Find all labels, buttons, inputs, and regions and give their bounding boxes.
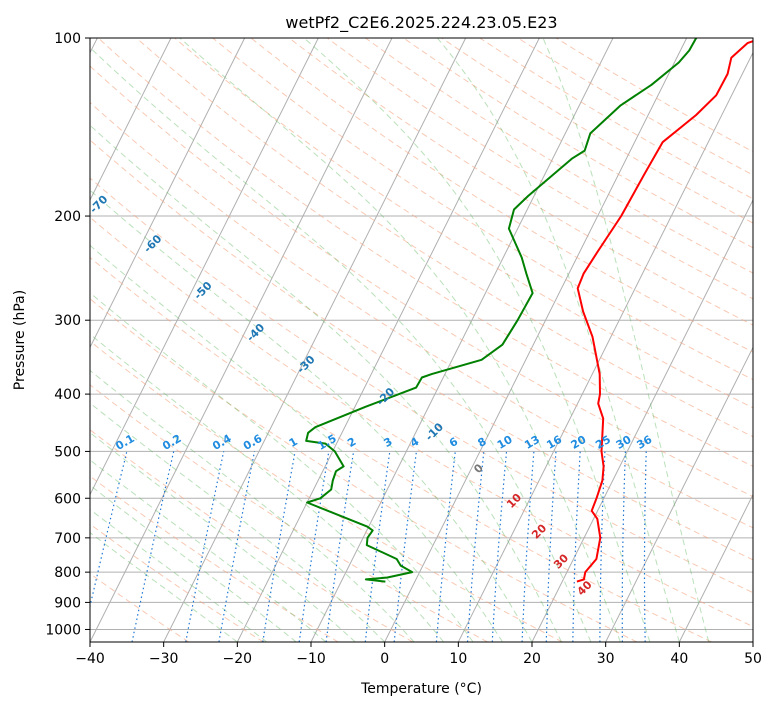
- x-tick-label: −20: [223, 651, 253, 667]
- mixing-ratio-line: [466, 451, 485, 642]
- isotherm-line: [90, 38, 172, 202]
- moist-adiabat-line: [90, 402, 386, 642]
- moist-adiabat-line: [90, 369, 415, 642]
- dry-adiabat-line: [90, 475, 339, 642]
- mixing-ratio-line: [521, 451, 535, 642]
- moist-adiabat-line: [90, 46, 592, 642]
- moist-adiabat-line: [90, 531, 238, 642]
- moist-adiabat-line: [90, 484, 297, 642]
- moist-adiabat-line: [90, 432, 356, 642]
- y-tick-label: 800: [54, 565, 81, 581]
- isotherm-line: [752, 640, 753, 642]
- isotherm-line: [457, 51, 753, 642]
- plot-lines: [90, 38, 753, 642]
- x-axis: −40 −30 −20 −10 0 10 20 30 40 50: [75, 642, 762, 667]
- y-tick-label: 400: [54, 387, 81, 403]
- dry-adiabat-line: [90, 572, 190, 642]
- x-tick-label: −10: [296, 651, 326, 667]
- y-tick-label: 700: [54, 531, 81, 547]
- moist-adiabat-line: [90, 124, 562, 642]
- isotherm-line: [90, 38, 319, 496]
- mixing-ratio-line: [643, 451, 647, 642]
- isotherm-line: [531, 198, 753, 642]
- dry-adiabat-line: [90, 340, 563, 642]
- dry-adiabat-line: [90, 139, 753, 561]
- mixing-ratio-line: [545, 451, 557, 642]
- moist-adiabat-line: [90, 459, 327, 642]
- dry-adiabat-line: [97, 38, 753, 467]
- y-axis: 100 200 300 400 500 600 700 800 900 1000: [45, 31, 90, 638]
- temperature-profile-line: [576, 40, 753, 583]
- mixing-ratio-line: [599, 451, 606, 642]
- x-tick-label: −30: [149, 651, 179, 667]
- isotherm-line: [605, 346, 753, 642]
- moist-adiabat-line: [90, 189, 533, 642]
- mixing-ratio-line: [262, 451, 296, 642]
- dry-adiabat-line: [90, 384, 488, 642]
- y-tick-label: 500: [54, 444, 81, 460]
- y-tick-label: 300: [54, 313, 81, 329]
- dry-adiabat-line: [90, 101, 753, 529]
- x-axis-label: Temperature (°C): [360, 681, 482, 697]
- dry-adiabat-line: [90, 429, 414, 642]
- mixing-ratio-line: [621, 451, 626, 642]
- x-tick-label: 30: [597, 651, 615, 667]
- dry-adiabat-line: [90, 65, 753, 498]
- chart-title: wetPf2_C2E6.2025.224.23.05.E23: [285, 13, 557, 33]
- isotherm-line: [90, 38, 246, 349]
- mixing-ratio-line: [325, 451, 355, 642]
- moist-adiabat-line: [303, 38, 651, 642]
- y-tick-label: 100: [54, 31, 81, 47]
- isotherm-line: [384, 38, 688, 642]
- moist-adiabat-line: [90, 244, 503, 642]
- dry-adiabat-line: [250, 38, 753, 353]
- y-tick-label: 600: [54, 491, 81, 507]
- isotherm-line: [236, 38, 540, 642]
- y-axis-label: Pressure (hPa): [12, 290, 28, 390]
- x-tick-label: −40: [75, 651, 105, 667]
- x-tick-label: 20: [523, 651, 541, 667]
- mixing-ratio-line: [218, 451, 256, 642]
- moist-adiabat-line: [90, 333, 444, 642]
- dry-adiabat-line: [90, 298, 638, 642]
- mixing-ratio-line: [185, 451, 225, 642]
- mixing-ratio-line: [572, 451, 581, 642]
- dry-adiabat-line: [90, 256, 712, 642]
- y-tick-label: 900: [54, 595, 81, 611]
- mixing-ratio-line: [364, 451, 391, 642]
- y-tick-label: 200: [54, 209, 81, 225]
- isotherm-line: [90, 38, 393, 642]
- moist-adiabat-line: [179, 38, 621, 642]
- x-tick-label: 50: [744, 651, 762, 667]
- dry-adiabat-line: [90, 177, 753, 594]
- moist-adiabat-line: [437, 38, 680, 642]
- mixing-ratio-line: [491, 451, 508, 642]
- dry-adiabat-line: [212, 38, 753, 381]
- dry-adiabat-line: [90, 216, 753, 628]
- y-tick-label: 1000: [45, 622, 81, 638]
- dewpoint-profile-line: [305, 38, 698, 583]
- isotherm-line: [163, 38, 467, 642]
- dry-adiabat-label: -80: [34, 136, 57, 159]
- mixing-ratio-line: [298, 451, 330, 642]
- x-tick-label: 10: [449, 651, 467, 667]
- x-tick-label: 0: [380, 651, 389, 667]
- isotherm-line: [678, 493, 753, 642]
- moist-adiabat-line: [542, 38, 710, 642]
- mixing-ratio-line: [131, 451, 175, 642]
- mixing-ratio-line: [435, 451, 456, 642]
- x-tick-label: 40: [670, 651, 688, 667]
- plot-frame: [89, 37, 754, 643]
- mixing-ratio-line: [393, 451, 417, 642]
